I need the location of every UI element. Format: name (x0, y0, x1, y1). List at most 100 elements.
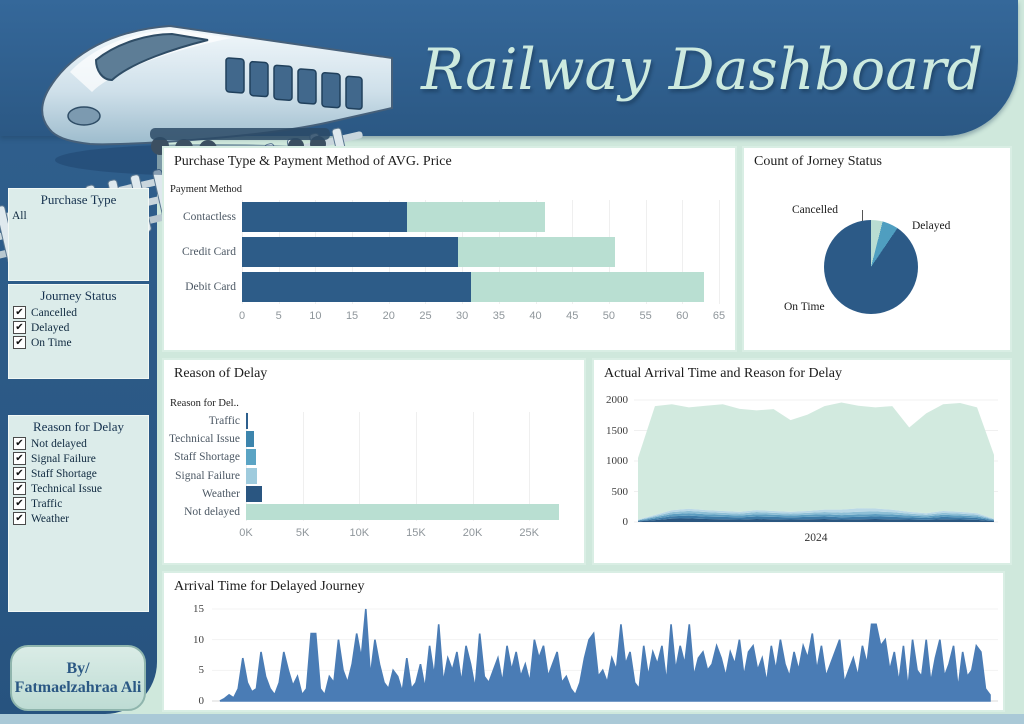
journey-status-filter: Journey Status ✔ Cancelled ✔ Delayed ✔ On Tim… (8, 284, 149, 379)
bar-segment[interactable] (242, 236, 459, 267)
bar-segment[interactable] (470, 271, 705, 302)
card-reason-chart: Reason of Delay Reason for Del.. Traffic… (162, 358, 586, 565)
spike-chart-title: Arrival Time for Delayed Journey (174, 579, 365, 594)
bar-row (246, 431, 570, 448)
x-tick-label: 50 (602, 310, 616, 322)
bar-row (246, 503, 570, 520)
card-payment-chart: Purchase Type & Payment Method of AVG. P… (162, 146, 737, 352)
reason-delay-item[interactable]: ✔ Weather (9, 510, 148, 525)
area-layer[interactable] (638, 402, 994, 520)
reason-delay-item[interactable]: ✔ Not delayed (9, 435, 148, 450)
bar-segment[interactable] (242, 202, 408, 233)
checkbox-checked-icon: ✔ (13, 437, 26, 450)
x-tick-label: 25 (419, 310, 432, 322)
reason-delay-item[interactable]: ✔ Traffic (9, 495, 148, 510)
journey-status-title: Journey Status (40, 288, 117, 303)
gridline (415, 412, 417, 521)
bar-segment[interactable] (246, 485, 262, 502)
x-tick-label: 30 (456, 310, 469, 322)
card-arrival-area: Actual Arrival Time and Reason for Delay… (592, 358, 1012, 565)
reason-delay-label: Signal Failure (31, 452, 96, 465)
y-tick-label: 5 (198, 664, 205, 677)
bar-row (242, 236, 719, 267)
bar-segment[interactable] (246, 503, 559, 520)
area-layer[interactable] (638, 515, 994, 522)
checkbox-checked-icon: ✔ (13, 497, 26, 510)
bar-row (246, 485, 570, 502)
x-tick-label: 65 (712, 310, 726, 322)
x-tick-label: 40 (529, 310, 542, 322)
bar-segment[interactable] (246, 467, 258, 484)
y-tick-label: 0 (622, 516, 629, 528)
checkbox-checked-icon: ✔ (13, 467, 26, 480)
x-tick-label: 5K (295, 527, 310, 539)
spike-series[interactable] (219, 608, 991, 702)
payment-plot (242, 200, 720, 304)
gridline (719, 200, 720, 304)
checkbox-checked-icon: ✔ (13, 321, 26, 334)
byline-author: Fatmaelzahraa Ali (14, 679, 142, 696)
payment-x-axis: 0 5 10 15 20 25 30 35 40 45 50 55 60 65 (238, 310, 725, 324)
dashboard-title: Railway Dashboard (421, 37, 983, 103)
area-layer[interactable] (638, 508, 994, 521)
purchase-type-filter: Purchase Type All (8, 188, 149, 281)
bar-segment[interactable] (458, 236, 615, 267)
reason-category-labels: Traffic Technical Issue Staff Shortage Sign… (164, 412, 240, 521)
checkbox-checked-icon: ✔ (13, 512, 26, 525)
area-layer[interactable] (638, 510, 994, 521)
reason-delay-label: Traffic (31, 497, 63, 510)
journey-status-item[interactable]: ✔ Cancelled (9, 304, 148, 319)
bar-rows (242, 200, 719, 304)
bar-segment[interactable] (407, 202, 546, 233)
journey-status-item[interactable]: ✔ On Time (9, 334, 148, 349)
pie-leader-line (862, 210, 863, 221)
reason-delay-item[interactable]: ✔ Staff Shortage (9, 465, 148, 480)
journey-status-item[interactable]: ✔ Delayed (9, 319, 148, 334)
reason-delay-item[interactable]: ✔ Signal Failure (9, 450, 148, 465)
bar-category-label: Credit Card (182, 245, 236, 258)
bar-category-label: Signal Failure (175, 469, 240, 482)
x-tick-label: 45 (566, 310, 579, 322)
journey-status-pie[interactable] (824, 220, 918, 314)
x-tick-label: 35 (492, 310, 505, 322)
area-layer[interactable] (638, 513, 994, 521)
arrival-area-chart[interactable] (634, 394, 998, 526)
purchase-type-value[interactable]: All (12, 210, 27, 222)
area-chart-title: Actual Arrival Time and Reason for Delay (604, 366, 842, 381)
reason-axis-label: Reason for Del.. (170, 398, 239, 409)
journey-status-label: Delayed (31, 321, 70, 334)
gridline (682, 200, 684, 304)
x-tick-label: 20K (462, 527, 483, 539)
bar-category-label: Technical Issue (168, 433, 240, 446)
checkbox-checked-icon: ✔ (13, 306, 26, 319)
reason-for-delay-list: ✔ Not delayed ✔ Signal Failure ✔ Staff Shorta… (9, 435, 148, 525)
reason-delay-label: Weather (31, 512, 70, 525)
card-delayed-spikes: Arrival Time for Delayed Journey 0 5 10 15 (162, 571, 1005, 712)
x-tick-label: 55 (639, 310, 652, 322)
gridline (645, 200, 647, 304)
y-tick-label: 1500 (606, 424, 628, 437)
reason-delay-item[interactable]: ✔ Technical Issue (9, 480, 148, 495)
bar-segment[interactable] (246, 449, 257, 466)
bar-segment[interactable] (242, 271, 471, 302)
bar-row (246, 413, 570, 430)
reason-chart-title: Reason of Delay (174, 366, 268, 381)
bar-segment[interactable] (246, 413, 248, 430)
byline-prefix: By/ (66, 659, 90, 677)
bar-category-label: Not delayed (184, 505, 240, 518)
reason-for-delay-filter: Reason for Delay ✔ Not delayed ✔ Signal Fai… (8, 415, 149, 612)
y-tick-label: 15 (193, 603, 204, 615)
reason-delay-label: Not delayed (31, 437, 87, 450)
y-tick-label: 2000 (606, 394, 628, 406)
journey-status-list: ✔ Cancelled ✔ Delayed ✔ On Time (9, 304, 148, 349)
bar-segment[interactable] (246, 431, 255, 448)
area-layer[interactable] (638, 518, 994, 522)
delayed-spike-chart[interactable] (212, 603, 998, 703)
bar-row (246, 467, 570, 484)
x-tick-label: 0 (238, 310, 246, 322)
x-tick-label: 60 (676, 310, 689, 322)
area-plot (634, 394, 998, 526)
author-byline: By/ Fatmaelzahraa Ali (10, 645, 146, 711)
purchase-type-title: Purchase Type (40, 192, 117, 207)
